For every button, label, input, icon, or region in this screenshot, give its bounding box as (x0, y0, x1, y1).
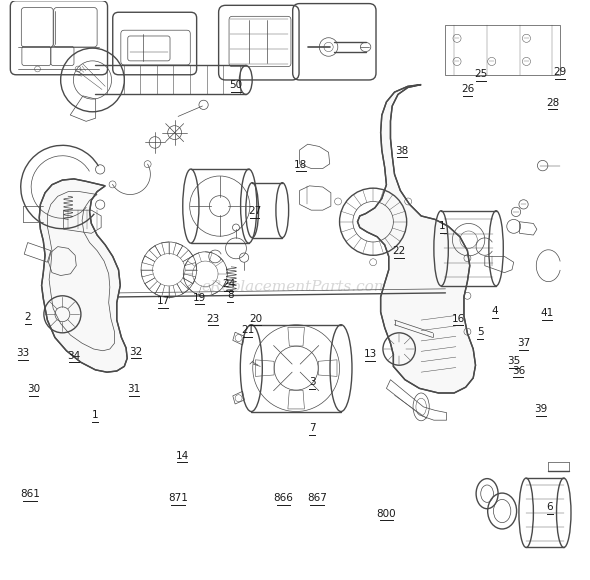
Text: 1: 1 (92, 410, 99, 420)
Text: 16: 16 (451, 314, 465, 324)
Text: 30: 30 (27, 384, 40, 394)
Text: 41: 41 (540, 308, 553, 318)
Text: 8: 8 (227, 291, 234, 300)
Text: 39: 39 (535, 404, 548, 414)
Text: 3: 3 (309, 377, 316, 387)
Text: 17: 17 (156, 296, 170, 306)
Text: 7: 7 (309, 423, 316, 433)
Text: 14: 14 (176, 451, 189, 461)
Text: 26: 26 (461, 85, 474, 95)
Text: 861: 861 (20, 490, 40, 499)
Text: eReplacementParts.com: eReplacementParts.com (201, 280, 389, 294)
Text: 2: 2 (24, 312, 31, 322)
Text: 32: 32 (129, 346, 143, 357)
Text: 866: 866 (274, 493, 293, 503)
Text: 34: 34 (67, 350, 81, 361)
Text: 871: 871 (168, 493, 188, 503)
Text: 20: 20 (249, 314, 262, 324)
Text: 31: 31 (127, 384, 141, 394)
Text: 19: 19 (193, 293, 206, 303)
Text: 23: 23 (206, 314, 219, 324)
Text: 22: 22 (392, 246, 406, 256)
Text: 38: 38 (395, 146, 409, 156)
Text: 1: 1 (439, 221, 446, 231)
Text: 27: 27 (248, 206, 261, 216)
Text: 6: 6 (546, 502, 553, 512)
Text: 4: 4 (491, 306, 498, 316)
Text: 36: 36 (512, 365, 525, 376)
Text: 33: 33 (17, 348, 30, 358)
Text: 18: 18 (294, 160, 307, 169)
Text: 37: 37 (517, 338, 530, 348)
Text: 5: 5 (477, 328, 483, 338)
Text: 50: 50 (230, 81, 242, 90)
Text: 24: 24 (222, 279, 235, 289)
Polygon shape (358, 85, 476, 393)
Text: 800: 800 (376, 509, 396, 519)
Text: 867: 867 (307, 493, 327, 503)
Text: 29: 29 (553, 67, 566, 77)
Text: 21: 21 (241, 325, 254, 335)
Text: 25: 25 (475, 69, 488, 79)
Text: 13: 13 (363, 349, 377, 360)
Text: 28: 28 (546, 98, 559, 108)
Polygon shape (40, 179, 127, 372)
Text: 35: 35 (507, 356, 520, 367)
